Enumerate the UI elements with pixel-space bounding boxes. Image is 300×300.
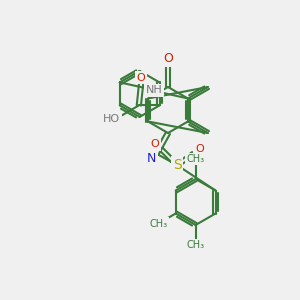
Text: NH: NH xyxy=(146,85,162,95)
Text: HO: HO xyxy=(103,114,120,124)
Text: O: O xyxy=(151,139,160,149)
Text: N: N xyxy=(147,152,156,165)
Text: CH₃: CH₃ xyxy=(149,218,167,229)
Text: O: O xyxy=(163,52,173,65)
Text: CH₃: CH₃ xyxy=(187,154,205,164)
Text: S: S xyxy=(173,158,182,172)
Text: O: O xyxy=(195,144,204,154)
Text: CH₃: CH₃ xyxy=(187,240,205,250)
Text: O: O xyxy=(137,73,146,82)
